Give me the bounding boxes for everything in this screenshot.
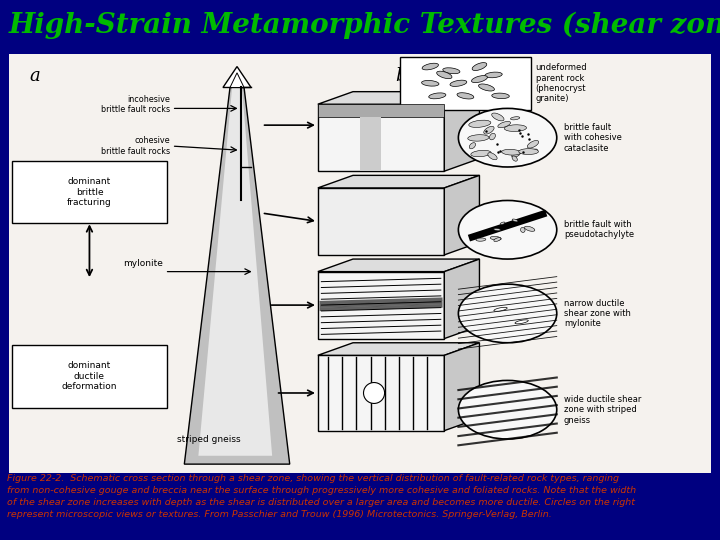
FancyBboxPatch shape [400,57,531,110]
Ellipse shape [504,125,526,131]
Circle shape [459,109,557,167]
Ellipse shape [527,140,539,148]
Ellipse shape [512,156,518,161]
Polygon shape [223,66,251,87]
Ellipse shape [500,222,505,225]
Ellipse shape [364,382,384,403]
Ellipse shape [472,63,487,71]
Ellipse shape [485,72,503,78]
Ellipse shape [498,122,510,128]
Polygon shape [318,104,444,117]
Polygon shape [318,104,444,171]
Ellipse shape [469,120,491,127]
Ellipse shape [487,153,497,160]
Polygon shape [444,92,480,171]
Circle shape [459,380,557,439]
Text: ↙: ↙ [328,208,336,218]
Text: narrow ductile
shear zone with
mylonite: narrow ductile shear zone with mylonite [564,299,631,328]
Text: mylonite: mylonite [123,259,163,268]
Circle shape [459,200,557,259]
Circle shape [459,284,557,343]
Polygon shape [230,73,244,87]
Polygon shape [318,176,480,188]
Polygon shape [444,259,480,339]
Ellipse shape [490,237,501,240]
Text: Figure 22-2.  Schematic cross section through a shear zone, showing the vertical: Figure 22-2. Schematic cross section thr… [7,474,636,518]
Ellipse shape [471,150,491,157]
Ellipse shape [422,80,439,86]
Text: High-Strain Metamorphic Textures (shear zones): High-Strain Metamorphic Textures (shear … [9,12,720,39]
Polygon shape [318,188,444,255]
Ellipse shape [502,150,521,155]
Polygon shape [199,87,272,456]
Text: brittle fault with
pseudotachylyte: brittle fault with pseudotachylyte [564,220,634,239]
Text: incohesive
brittle fault rocks: incohesive brittle fault rocks [101,94,170,114]
Polygon shape [444,176,480,255]
Ellipse shape [492,93,509,99]
Ellipse shape [521,227,525,232]
Ellipse shape [422,63,438,70]
Polygon shape [318,355,444,431]
Ellipse shape [494,238,501,241]
Text: wide ductile shear
zone with striped
gneiss: wide ductile shear zone with striped gne… [564,395,642,424]
Ellipse shape [510,117,520,120]
Ellipse shape [428,93,446,99]
Ellipse shape [492,113,504,121]
Ellipse shape [443,68,460,73]
Ellipse shape [479,84,495,91]
FancyBboxPatch shape [12,345,167,408]
Text: undeformed
parent rock
(phenocryst
granite): undeformed parent rock (phenocryst grani… [536,63,588,103]
Text: dominant
brittle
fracturing: dominant brittle fracturing [67,177,112,207]
Polygon shape [318,343,480,355]
Polygon shape [444,343,480,431]
Polygon shape [318,272,444,339]
Text: cohesive
brittle fault rocks: cohesive brittle fault rocks [101,137,170,156]
Ellipse shape [494,307,507,311]
Ellipse shape [476,238,486,241]
Ellipse shape [469,143,475,149]
Text: a: a [30,66,40,85]
FancyBboxPatch shape [12,161,167,224]
Ellipse shape [524,226,535,231]
Ellipse shape [512,151,521,158]
Ellipse shape [450,80,467,86]
Polygon shape [318,259,480,272]
Polygon shape [360,117,381,171]
Ellipse shape [494,228,500,231]
Text: brittle fault
with cohesive
cataclasite: brittle fault with cohesive cataclasite [564,123,621,153]
Ellipse shape [468,134,489,141]
Polygon shape [184,87,289,464]
Polygon shape [318,92,480,104]
Text: striped gneiss: striped gneiss [177,435,241,443]
Ellipse shape [457,93,474,99]
Text: ← gs: ← gs [353,231,369,237]
Text: dominant
ductile
deformation: dominant ductile deformation [62,361,117,391]
Ellipse shape [512,219,518,222]
Ellipse shape [484,126,494,134]
Ellipse shape [436,71,452,79]
Text: b: b [395,66,407,85]
Ellipse shape [529,149,537,153]
Ellipse shape [515,320,528,324]
Ellipse shape [518,148,539,154]
Ellipse shape [490,133,495,140]
Ellipse shape [472,76,487,83]
